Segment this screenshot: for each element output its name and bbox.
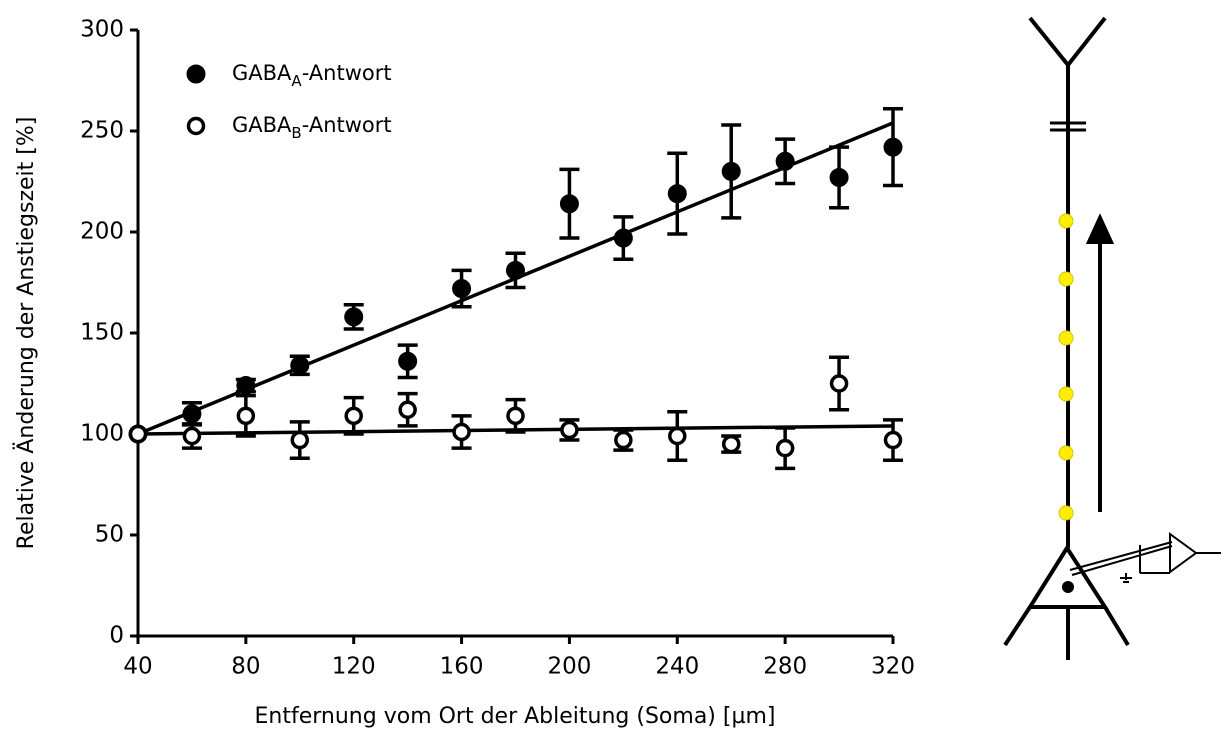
legend-subscript: B [291, 124, 301, 142]
marker [614, 430, 633, 450]
x-tick-label: 120 [332, 654, 376, 680]
marker [290, 355, 310, 375]
legend-text: -Antwort [302, 113, 392, 137]
legend-label: GABAA-Antwort [232, 61, 392, 90]
neuron-diagram [1003, 16, 1221, 660]
x-tick-label: 240 [655, 654, 699, 680]
x-tick-label: 200 [547, 654, 591, 680]
marker [128, 424, 148, 444]
x-tick-label: 80 [231, 654, 260, 680]
y-axis-title: Relative Änderung der Anstiegszeit [%] [13, 117, 39, 550]
legend-marker [186, 116, 206, 136]
x-tick-label: 320 [871, 654, 915, 680]
x-tick-label: 160 [440, 654, 484, 680]
marker [290, 430, 310, 450]
marker [883, 430, 903, 450]
marker [668, 426, 687, 446]
marker [452, 422, 471, 442]
y-tick-label: 50 [95, 522, 124, 548]
marker [344, 406, 363, 426]
marker [560, 420, 579, 440]
y-tick-label: 250 [80, 118, 124, 144]
marker [182, 404, 202, 424]
marker [398, 400, 417, 420]
legend-marker [186, 64, 206, 84]
legend-text: GABA [232, 113, 292, 137]
marker [506, 260, 525, 280]
marker [775, 438, 795, 458]
legend-text: GABA [232, 61, 292, 85]
y-tick-label: 100 [80, 421, 124, 447]
marker [506, 406, 525, 426]
marker [721, 161, 741, 181]
marker [667, 184, 687, 204]
marker [613, 228, 633, 248]
marker [236, 406, 256, 426]
x-axis-title: Entfernung vom Ort der Ableitung (Soma) … [255, 704, 776, 729]
marker [452, 279, 472, 299]
y-tick-label: 150 [80, 320, 124, 346]
legend-text: -Antwort [302, 61, 392, 85]
y-tick-label: 0 [109, 623, 124, 649]
x-tick-label: 280 [763, 654, 807, 680]
y-tick-label: 300 [80, 17, 124, 43]
marker [398, 351, 418, 371]
x-tick-label: 40 [123, 654, 152, 680]
y-tick-label: 200 [80, 219, 124, 245]
marker [829, 167, 849, 187]
marker [559, 194, 579, 214]
marker [236, 376, 256, 396]
marker [182, 426, 202, 446]
marker [883, 137, 903, 157]
legend-subscript: A [291, 72, 302, 90]
marker [721, 434, 741, 454]
marker [829, 374, 849, 393]
marker [775, 151, 795, 171]
legend-label: GABAB-Antwort [232, 113, 392, 142]
marker [344, 307, 364, 327]
